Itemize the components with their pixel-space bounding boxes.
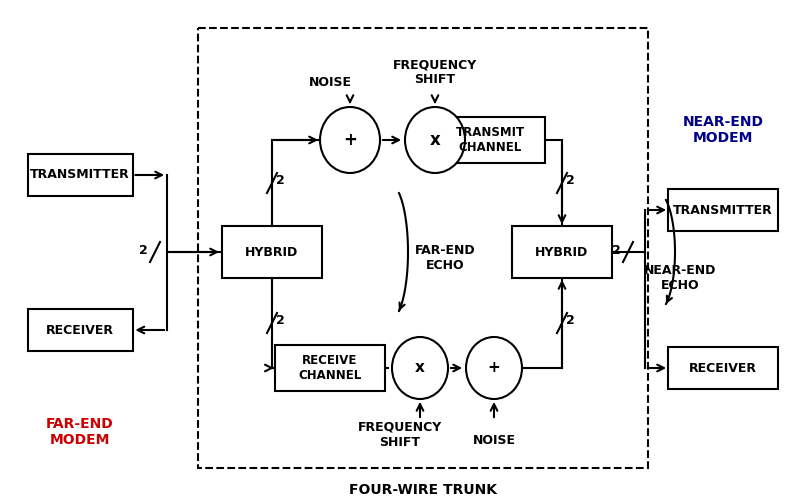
Text: NEAR-END
MODEM: NEAR-END MODEM — [683, 115, 763, 145]
Text: FAR-END
MODEM: FAR-END MODEM — [46, 417, 114, 447]
Text: x: x — [429, 131, 441, 149]
Text: FAR-END
ECHO: FAR-END ECHO — [415, 244, 475, 272]
Ellipse shape — [392, 337, 448, 399]
Text: 2: 2 — [276, 175, 284, 188]
Text: NOISE: NOISE — [308, 75, 352, 89]
Text: x: x — [415, 361, 425, 376]
Text: 2: 2 — [566, 314, 575, 327]
Text: HYBRID: HYBRID — [535, 245, 588, 259]
Bar — [222, 226, 322, 278]
Text: NOISE: NOISE — [473, 434, 516, 447]
Text: RECEIVER: RECEIVER — [689, 362, 757, 375]
Text: FREQUENCY
SHIFT: FREQUENCY SHIFT — [393, 58, 477, 86]
Text: 2: 2 — [139, 243, 148, 257]
Ellipse shape — [466, 337, 522, 399]
Text: FOUR-WIRE TRUNK: FOUR-WIRE TRUNK — [349, 483, 497, 497]
Text: HYBRID: HYBRID — [245, 245, 299, 259]
Bar — [668, 347, 778, 389]
Text: TRANSMITTER: TRANSMITTER — [30, 169, 130, 182]
Bar — [198, 28, 648, 468]
Text: 2: 2 — [276, 314, 284, 327]
Text: RECEIVE
CHANNEL: RECEIVE CHANNEL — [299, 354, 362, 382]
Text: +: + — [343, 131, 357, 149]
Bar — [668, 189, 778, 231]
Text: 2: 2 — [566, 175, 575, 188]
Text: 2: 2 — [612, 243, 621, 257]
Text: RECEIVER: RECEIVER — [46, 323, 114, 337]
Bar — [27, 154, 132, 196]
Bar — [435, 117, 545, 163]
Text: FREQUENCY
SHIFT: FREQUENCY SHIFT — [358, 421, 442, 449]
Text: NEAR-END
ECHO: NEAR-END ECHO — [644, 264, 716, 292]
Text: TRANSMITTER: TRANSMITTER — [673, 204, 773, 216]
Bar — [512, 226, 612, 278]
Ellipse shape — [320, 107, 380, 173]
Bar — [275, 345, 385, 391]
Text: TRANSMIT
CHANNEL: TRANSMIT CHANNEL — [455, 126, 525, 154]
Ellipse shape — [405, 107, 465, 173]
Bar — [27, 309, 132, 351]
Text: +: + — [487, 361, 500, 376]
